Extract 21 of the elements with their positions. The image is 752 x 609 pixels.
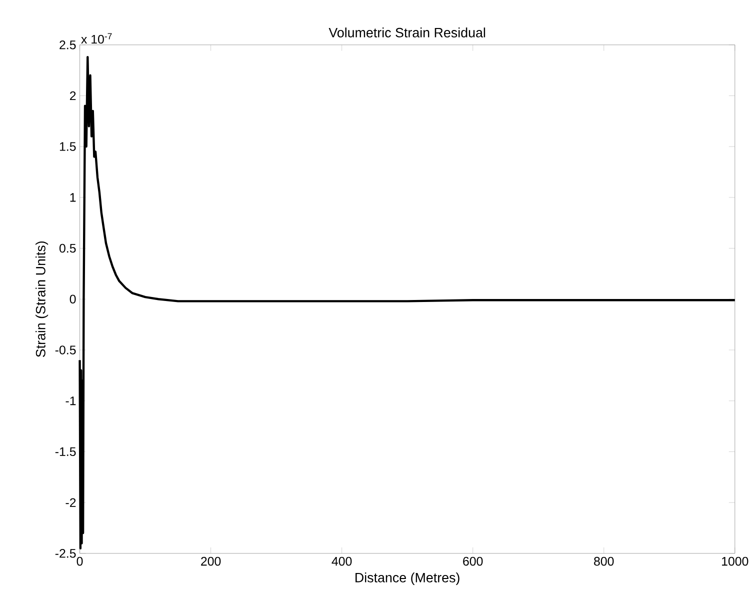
y-tick-label: -1 [66,396,76,405]
x-tick-label: 800 [594,556,614,566]
y-tick-label: 0 [70,294,76,304]
chart-title: Volumetric Strain Residual [328,27,486,38]
x-tick-label: 0 [76,556,83,566]
y-tick-label: -0.5 [55,345,76,354]
y-axis-title: Strain (Strain Units) [36,241,48,357]
x-axis-title: Distance (Metres) [356,572,460,585]
y-tick-label: -2.5 [55,548,76,558]
y-tick-label: 2 [70,91,76,100]
x-tick-label: 400 [332,556,352,566]
y-tick-label: 0.5 [59,244,76,253]
y-tick-label: 1 [70,193,76,202]
x-tick-label: 1000 [722,556,748,566]
x-tick-label: 200 [201,556,221,566]
y-tick-label: -1.5 [55,447,76,456]
y-tick-label: 2.5 [60,40,76,50]
y-tick-label: -2 [66,498,76,507]
text: x 10$^{-7}$ [81,33,112,44]
x-tick-label: 600 [463,556,483,566]
y-tick-label: 1.5 [60,142,76,151]
